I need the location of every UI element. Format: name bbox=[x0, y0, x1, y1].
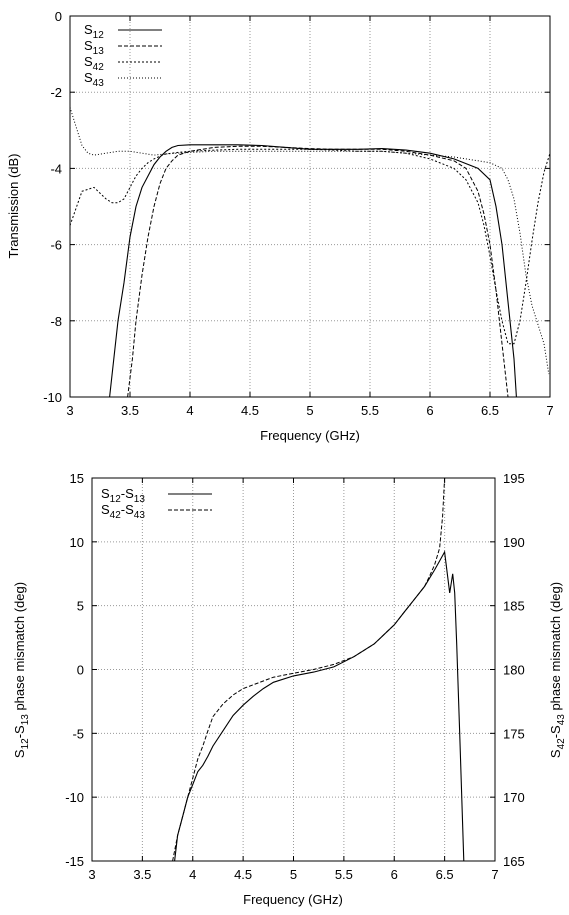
transmission-chart: 3 3.5 4 4.5 5 5.5 6 6.5 7 0 -2 -4 -6 -8 -10 Frequency… bbox=[6, 9, 554, 443]
phase-mismatch-chart: 3 3.5 4 4.5 5 5.5 6 6.5 7 15 10 5 0 -5 -10 -15 195 190 1… bbox=[12, 471, 567, 907]
transmission-y-tick-label: -2 bbox=[50, 85, 62, 100]
transmission-x-tick-label: 6 bbox=[426, 403, 433, 418]
phase-y-tick-label-left: 5 bbox=[77, 599, 84, 614]
phase-y-tick-label-left: 0 bbox=[77, 663, 84, 678]
phase-x-tick-label: 5.5 bbox=[335, 867, 353, 882]
transmission-y-tick-label: -4 bbox=[50, 161, 62, 176]
phase-x-axis-label: Frequency (GHz) bbox=[243, 892, 343, 907]
phase-y-tick-label-left: -5 bbox=[72, 726, 84, 741]
phase-y-tick-label-left: 10 bbox=[70, 535, 84, 550]
phase-y-tick-label-right: 180 bbox=[503, 663, 525, 678]
series-line-s43 bbox=[70, 107, 549, 374]
phase-y-axis-label-left: S12-S13 phase mismatch (deg) bbox=[12, 582, 31, 758]
phase-y-tick-label-left: 15 bbox=[70, 471, 84, 486]
transmission-y-tick-label: -6 bbox=[50, 238, 62, 253]
phase-y-tick-label-left: -10 bbox=[65, 790, 84, 805]
phase-y-tick-label-right: 185 bbox=[503, 599, 525, 614]
phase-x-tick-label: 5 bbox=[290, 867, 297, 882]
phase-y-axis-label-right: S42-S43 phase mismatch (deg) bbox=[548, 582, 567, 758]
phase-y-tick-label-right: 175 bbox=[503, 726, 525, 741]
transmission-series-group bbox=[70, 107, 550, 397]
transmission-y-tick-label: -8 bbox=[50, 314, 62, 329]
transmission-x-tick-label: 4 bbox=[186, 403, 193, 418]
phase-x-tick-label: 3.5 bbox=[133, 867, 151, 882]
transmission-y-tick-label: 0 bbox=[55, 9, 62, 24]
transmission-x-tick-label: 3 bbox=[66, 403, 73, 418]
transmission-x-tick-label: 3.5 bbox=[121, 403, 139, 418]
transmission-x-tick-label: 5.5 bbox=[361, 403, 379, 418]
phase-x-tick-label: 7 bbox=[491, 867, 498, 882]
series-line-s12 bbox=[110, 145, 517, 397]
phase-y-tick-label-right: 195 bbox=[503, 471, 525, 486]
phase-y-tick-label-left: -15 bbox=[65, 854, 84, 869]
transmission-grid bbox=[70, 16, 550, 397]
phase-x-tick-label: 4.5 bbox=[234, 867, 252, 882]
series-line-s12-s13 bbox=[175, 552, 464, 861]
transmission-x-axis-label: Frequency (GHz) bbox=[260, 428, 360, 443]
phase-x-tick-label: 6 bbox=[391, 867, 398, 882]
transmission-x-tick-label: 5 bbox=[306, 403, 313, 418]
phase-x-tick-label: 3 bbox=[88, 867, 95, 882]
transmission-y-ticks: 0 -2 -4 -6 -8 -10 bbox=[43, 9, 550, 405]
transmission-y-tick-label: -10 bbox=[43, 390, 62, 405]
phase-x-tick-label: 4 bbox=[189, 867, 196, 882]
phase-series-group bbox=[173, 478, 464, 861]
phase-grid bbox=[92, 478, 495, 861]
transmission-x-tick-label: 6.5 bbox=[481, 403, 499, 418]
phase-y-tick-label-right: 165 bbox=[503, 854, 525, 869]
transmission-x-tick-label: 4.5 bbox=[241, 403, 259, 418]
phase-y-tick-label-right: 190 bbox=[503, 535, 525, 550]
transmission-x-tick-label: 7 bbox=[546, 403, 553, 418]
phase-x-tick-label: 6.5 bbox=[436, 867, 454, 882]
transmission-y-axis-label: Transmission (dB) bbox=[6, 154, 21, 259]
series-line-s13 bbox=[128, 146, 508, 397]
phase-y-tick-label-right: 170 bbox=[503, 790, 525, 805]
